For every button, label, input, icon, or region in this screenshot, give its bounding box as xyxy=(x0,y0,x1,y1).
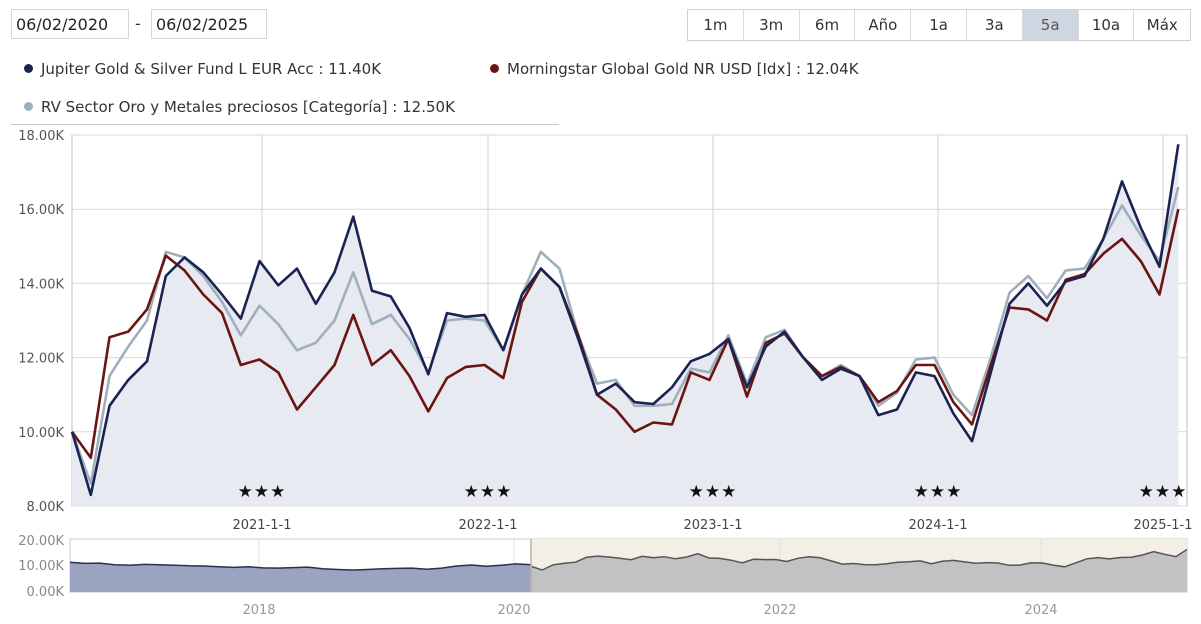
date-to-input[interactable]: 06/02/2025 xyxy=(151,9,267,39)
date-separator: - xyxy=(135,14,141,33)
svg-text:★★★: ★★★ xyxy=(1139,482,1188,502)
svg-text:2020: 2020 xyxy=(497,603,530,618)
svg-text:12.00K: 12.00K xyxy=(18,352,64,367)
legend-item-fund[interactable]: Jupiter Gold & Silver Fund L EUR Acc : 1… xyxy=(24,59,381,78)
range-1y-button[interactable]: 1a xyxy=(911,10,967,40)
date-from-input[interactable]: 06/02/2020 xyxy=(11,9,129,39)
series-line xyxy=(70,186,1180,486)
legend-label-category: RV Sector Oro y Metales preciosos [Categ… xyxy=(41,97,455,116)
svg-text:2025-1-1: 2025-1-1 xyxy=(1133,518,1192,533)
svg-text:★★★: ★★★ xyxy=(464,482,513,502)
series-line xyxy=(70,208,1180,460)
series-dot-icon xyxy=(24,64,33,73)
svg-text:20.00K: 20.00K xyxy=(18,534,64,549)
legend-label-index: Morningstar Global Gold NR USD [Idx] : 1… xyxy=(507,59,859,78)
range-6m-button[interactable]: 6m xyxy=(799,10,856,40)
svg-text:2022: 2022 xyxy=(763,603,796,618)
svg-text:2024-1-1: 2024-1-1 xyxy=(908,518,967,533)
legend-divider xyxy=(11,124,559,125)
series-dot-icon xyxy=(490,64,499,73)
range-selector: 1m 3m 6m Año 1a 3a 5a 10a Máx xyxy=(687,9,1192,41)
svg-text:2021-1-1: 2021-1-1 xyxy=(232,518,291,533)
range-3m-button[interactable]: 3m xyxy=(743,10,800,40)
range-3y-button[interactable]: 3a xyxy=(966,10,1023,40)
series-dot-icon xyxy=(24,102,33,111)
legend-label-fund: Jupiter Gold & Silver Fund L EUR Acc : 1… xyxy=(41,59,382,78)
svg-text:10.00K: 10.00K xyxy=(18,559,64,574)
range-1m-button[interactable]: 1m xyxy=(688,10,744,40)
svg-text:2018: 2018 xyxy=(242,603,275,618)
svg-text:14.00K: 14.00K xyxy=(18,277,64,292)
svg-text:★★★: ★★★ xyxy=(689,482,738,502)
legend-item-category[interactable]: RV Sector Oro y Metales preciosos [Categ… xyxy=(24,97,455,116)
svg-text:18.00K: 18.00K xyxy=(18,129,64,144)
svg-text:★★★: ★★★ xyxy=(238,482,287,502)
range-max-button[interactable]: Máx xyxy=(1134,10,1191,40)
svg-text:2024: 2024 xyxy=(1024,603,1057,618)
svg-text:10.00K: 10.00K xyxy=(18,426,64,441)
svg-text:8.00K: 8.00K xyxy=(27,500,65,515)
svg-text:0.00K: 0.00K xyxy=(27,585,65,600)
svg-text:★★★: ★★★ xyxy=(914,482,963,502)
svg-text:2022-1-1: 2022-1-1 xyxy=(458,518,517,533)
range-5y-button[interactable]: 5a xyxy=(1022,10,1079,40)
svg-text:2023-1-1: 2023-1-1 xyxy=(683,518,742,533)
series-line xyxy=(70,144,1180,497)
range-10y-button[interactable]: 10a xyxy=(1078,10,1135,40)
range-ytd-button[interactable]: Año xyxy=(855,10,912,40)
svg-text:16.00K: 16.00K xyxy=(18,203,64,218)
legend-item-index[interactable]: Morningstar Global Gold NR USD [Idx] : 1… xyxy=(490,59,859,78)
